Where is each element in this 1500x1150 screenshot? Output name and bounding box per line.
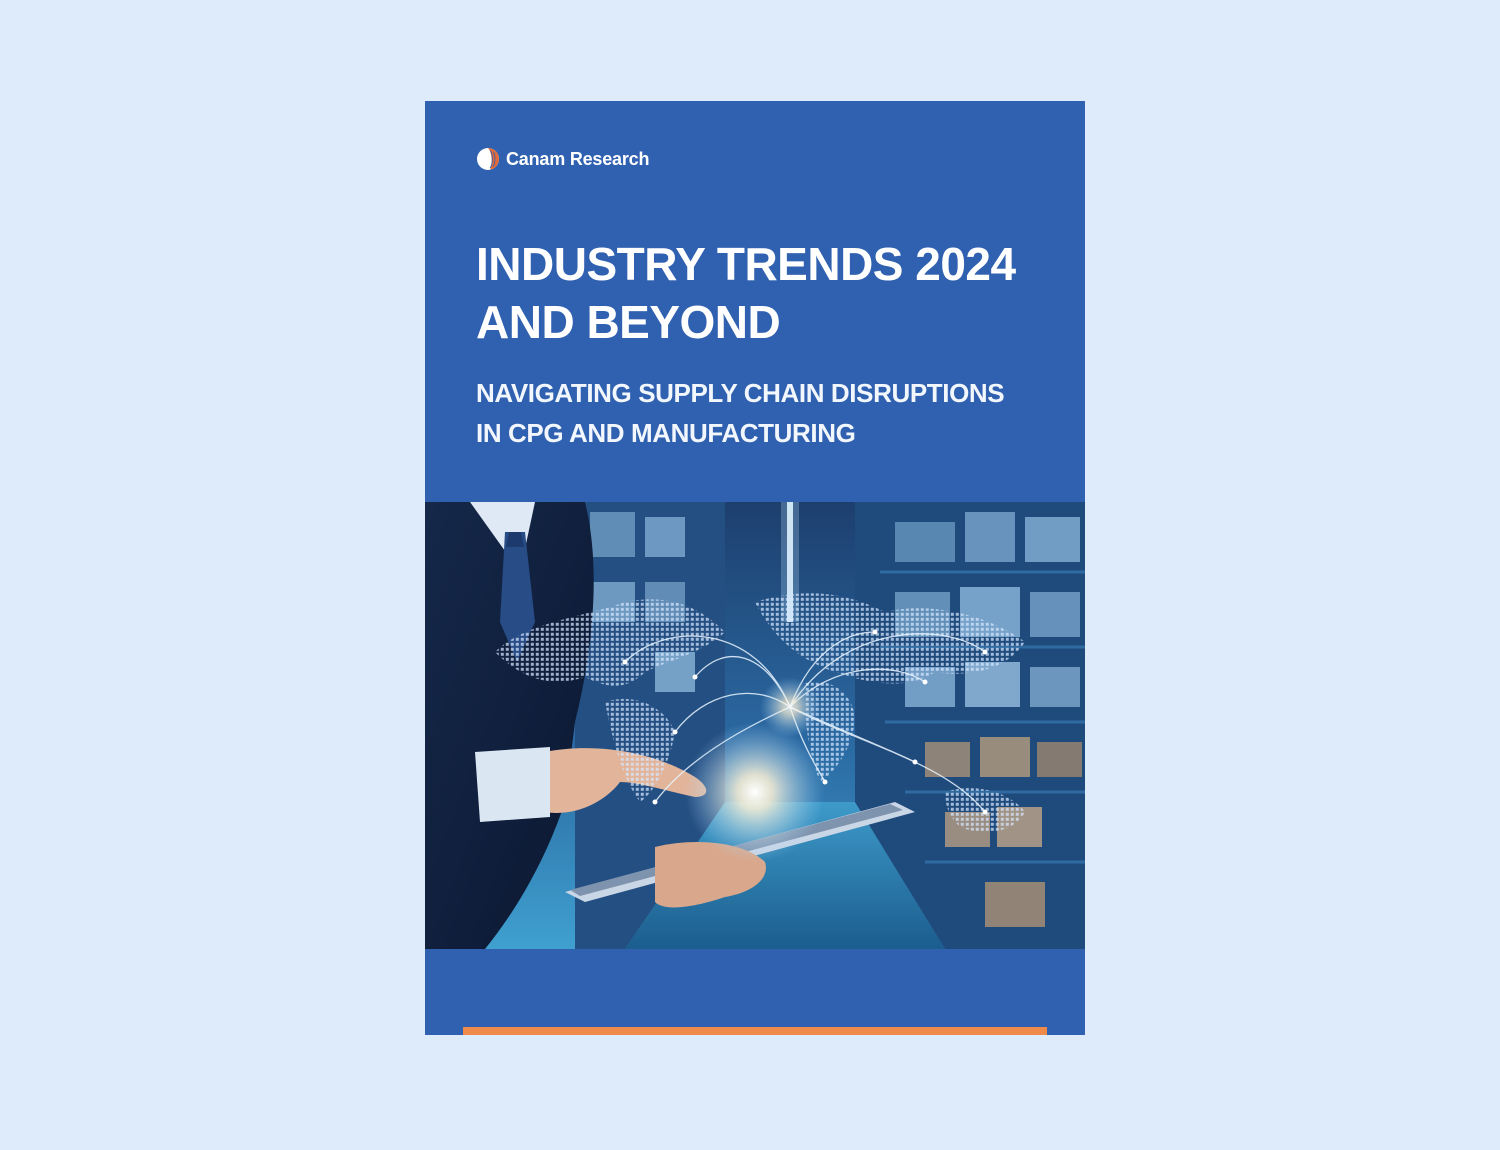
cover-title: INDUSTRY TRENDS 2024 AND BEYOND xyxy=(476,235,1056,351)
subtitle-line-2: IN CPG AND MANUFACTURING xyxy=(476,418,856,448)
cover-subtitle: NAVIGATING SUPPLY CHAIN DISRUPTIONS IN C… xyxy=(476,373,1066,453)
subtitle-line-1: NAVIGATING SUPPLY CHAIN DISRUPTIONS xyxy=(476,378,1005,408)
hero-image xyxy=(425,502,1085,949)
brand: Canam Research xyxy=(476,146,649,172)
title-line-2: AND BEYOND xyxy=(476,296,781,348)
title-line-1: INDUSTRY TRENDS 2024 xyxy=(476,238,1016,290)
report-cover: Canam Research INDUSTRY TRENDS 2024 AND … xyxy=(425,101,1085,1035)
canam-logo-icon xyxy=(477,148,499,170)
brand-name: Canam Research xyxy=(506,148,650,169)
accent-bar xyxy=(463,1027,1047,1035)
